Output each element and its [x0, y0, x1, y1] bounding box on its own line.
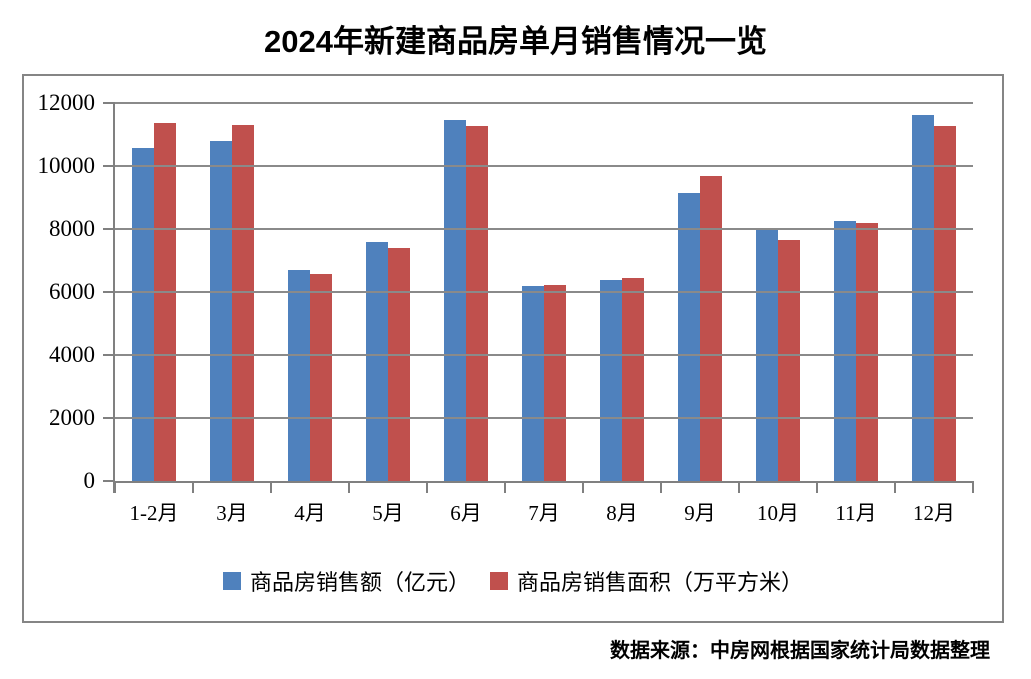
bar-series-2	[310, 273, 332, 481]
x-axis-label: 4月	[294, 501, 326, 525]
gridline	[115, 102, 973, 104]
bar-series-2	[778, 240, 800, 481]
x-axis-tick	[426, 481, 428, 493]
x-axis-tick	[270, 481, 272, 493]
x-axis-tick	[504, 481, 506, 493]
bar-series-2	[934, 126, 956, 481]
bar-series-1	[522, 285, 544, 481]
x-axis-label: 12月	[913, 501, 955, 525]
x-axis-label: 11月	[835, 501, 877, 525]
x-axis-tick	[192, 481, 194, 493]
bar-series-1	[132, 148, 154, 481]
bar-series-1	[912, 114, 934, 481]
x-axis-label: 5月	[372, 501, 404, 525]
bar-series-1	[210, 141, 232, 481]
bar-series-2	[544, 284, 566, 481]
legend-item-sales-area: 商品房销售面积（万平方米）	[490, 565, 803, 597]
y-axis-tick	[103, 291, 115, 293]
bar-series-2	[622, 277, 644, 481]
bar-series-1	[288, 269, 310, 481]
y-axis-tick	[103, 102, 115, 104]
bar-group	[817, 103, 895, 481]
gridline	[115, 417, 973, 420]
x-axis-tick	[894, 481, 896, 493]
bar-group	[193, 103, 271, 481]
bar-series-2	[466, 125, 488, 481]
gridline	[115, 165, 973, 167]
legend-label-sales-value: 商品房销售额（亿元）	[249, 570, 470, 595]
gridline	[115, 354, 973, 357]
y-axis-label: 4000	[49, 342, 95, 368]
x-axis-label: 6月	[450, 501, 482, 525]
plot-area: 1-2月 3月 4月 5月 6月 7月 8月 9月 10月 11月 12月 0 2000 4000 600…	[38, 91, 974, 525]
legend-label-sales-area: 商品房销售面积（万平方米）	[517, 570, 804, 595]
bar-group	[895, 103, 973, 481]
legend-swatch-sales-area-icon	[490, 572, 508, 590]
x-axis-tick	[348, 481, 350, 493]
x-axis-tick	[114, 481, 116, 493]
y-axis-tick	[103, 417, 115, 420]
y-axis-label: 6000	[49, 279, 95, 304]
x-axis-tick	[816, 481, 818, 493]
bar-group	[427, 103, 505, 481]
x-axis-tick	[660, 481, 662, 493]
bar-series-2	[700, 176, 722, 481]
x-axis-label: 10月	[757, 501, 799, 525]
bar-group	[349, 103, 427, 481]
y-axis-line	[113, 103, 115, 493]
x-axis-tick	[972, 481, 974, 493]
y-axis-label: 8000	[49, 216, 95, 242]
y-axis-tick	[103, 165, 115, 167]
bar-group	[271, 103, 349, 481]
legend: 商品房销售额（亿元） 商品房销售面积（万平方米）	[24, 565, 1002, 597]
y-axis-label: 2000	[49, 405, 95, 431]
x-axis-label: 8月	[606, 501, 638, 525]
bar-groups	[115, 103, 973, 481]
bar-series-1	[600, 279, 622, 481]
x-axis-label: 3月	[216, 501, 248, 525]
bar-series-2	[856, 223, 878, 481]
chart-frame: 1-2月 3月 4月 5月 6月 7月 8月 9月 10月 11月 12月 0 2000 4000 600…	[22, 74, 1004, 623]
legend-swatch-sales-value-icon	[222, 572, 241, 590]
x-axis-tick	[738, 481, 740, 493]
bar-group	[505, 103, 583, 481]
bar-series-1	[366, 241, 388, 481]
bar-series-2	[388, 248, 410, 481]
y-axis-tick	[103, 354, 115, 357]
x-axis-label: 1-2月	[129, 501, 179, 525]
y-axis-tick	[103, 228, 115, 231]
bar-series-2	[232, 125, 254, 481]
y-axis-label: 10000	[37, 153, 96, 178]
y-axis-tick	[103, 480, 115, 482]
bar-group	[583, 103, 661, 481]
gridline	[115, 291, 973, 293]
bar-series-1	[678, 192, 700, 481]
x-axis-label: 7月	[528, 501, 560, 525]
legend-item-sales-value: 商品房销售额（亿元）	[222, 565, 470, 597]
x-axis-tick	[582, 481, 584, 493]
source-note: 数据来源：中房网根据国家统计局数据整理	[610, 640, 990, 662]
gridline	[115, 228, 973, 231]
chart-title: 2024年新建商品房单月销售情况一览	[264, 24, 767, 59]
x-axis-line	[113, 481, 973, 483]
bar-group	[661, 103, 739, 481]
y-axis-label: 0	[83, 468, 96, 493]
x-axis-labels: 1-2月 3月 4月 5月 6月 7月 8月 9月 10月 11月 12月	[115, 497, 973, 527]
x-axis-label: 9月	[684, 501, 716, 525]
y-axis-label: 12000	[37, 90, 96, 115]
bar-group	[115, 103, 193, 481]
bar-series-1	[834, 220, 856, 481]
bar-series-2	[154, 122, 176, 481]
bar-series-1	[444, 119, 466, 481]
